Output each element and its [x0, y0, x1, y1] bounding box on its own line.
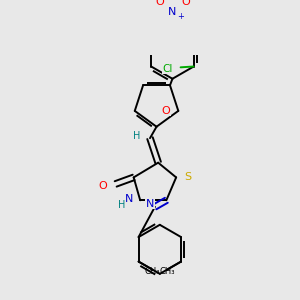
Text: O: O: [155, 0, 164, 7]
Text: O: O: [181, 0, 190, 7]
Text: +: +: [177, 12, 184, 21]
Text: N: N: [125, 194, 134, 204]
Text: O: O: [161, 106, 170, 116]
Text: H: H: [118, 200, 125, 210]
Text: N: N: [146, 199, 154, 208]
Text: ⁻: ⁻: [192, 0, 197, 7]
Text: N: N: [168, 7, 177, 17]
Text: O: O: [99, 181, 107, 190]
Text: S: S: [184, 172, 191, 182]
Text: CH₃: CH₃: [145, 267, 160, 276]
Text: Cl: Cl: [163, 64, 173, 74]
Text: CH₃: CH₃: [159, 267, 175, 276]
Text: H: H: [133, 131, 140, 141]
